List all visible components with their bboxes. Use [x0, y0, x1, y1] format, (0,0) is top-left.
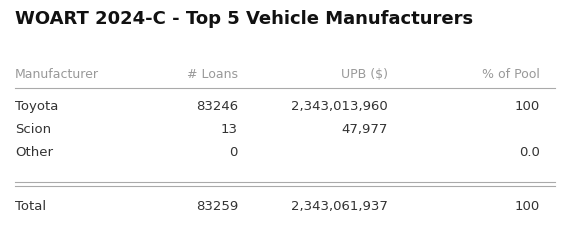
Text: 2,343,013,960: 2,343,013,960	[291, 100, 388, 113]
Text: Total: Total	[15, 200, 46, 213]
Text: Manufacturer: Manufacturer	[15, 68, 99, 81]
Text: 47,977: 47,977	[341, 123, 388, 136]
Text: 13: 13	[221, 123, 238, 136]
Text: Toyota: Toyota	[15, 100, 58, 113]
Text: 83246: 83246	[196, 100, 238, 113]
Text: UPB ($): UPB ($)	[341, 68, 388, 81]
Text: WOART 2024-C - Top 5 Vehicle Manufacturers: WOART 2024-C - Top 5 Vehicle Manufacture…	[15, 10, 473, 28]
Text: 0.0: 0.0	[519, 146, 540, 159]
Text: 100: 100	[515, 100, 540, 113]
Text: 0: 0	[230, 146, 238, 159]
Text: # Loans: # Loans	[187, 68, 238, 81]
Text: 2,343,061,937: 2,343,061,937	[291, 200, 388, 213]
Text: Other: Other	[15, 146, 53, 159]
Text: 83259: 83259	[196, 200, 238, 213]
Text: % of Pool: % of Pool	[482, 68, 540, 81]
Text: 100: 100	[515, 200, 540, 213]
Text: Scion: Scion	[15, 123, 51, 136]
